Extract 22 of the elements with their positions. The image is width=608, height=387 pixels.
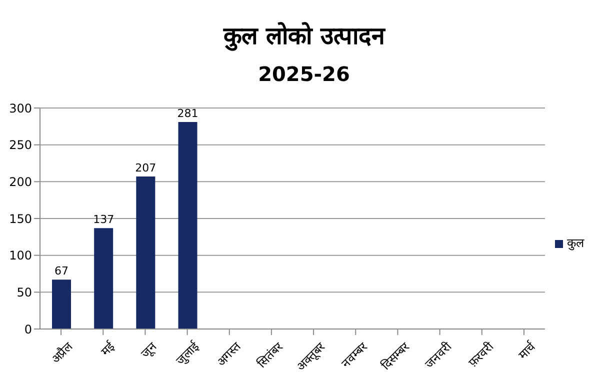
y-tick-label: 200 (9, 174, 32, 189)
x-tick-label: मार्च (516, 338, 540, 362)
legend-label: कुल (567, 236, 584, 250)
bar (52, 280, 71, 329)
chart-title: कुल लोको उत्पादन (222, 21, 387, 51)
bar (178, 122, 198, 329)
y-tick-label: 300 (9, 101, 32, 116)
data-label: 67 (54, 264, 68, 278)
bar (94, 228, 114, 329)
data-label: 281 (177, 106, 198, 120)
y-tick-label: 250 (9, 138, 32, 152)
chart-subtitle: 2025-26 (257, 62, 351, 86)
data-label: 207 (135, 162, 156, 175)
y-tick-label: 0 (24, 322, 32, 336)
y-tick-label: 150 (9, 212, 32, 226)
x-tick-label: जून (138, 339, 160, 362)
bar (136, 176, 156, 329)
data-label: 137 (93, 213, 114, 226)
y-tick-label: 100 (9, 248, 32, 263)
x-tick-label: अप्रैल (48, 338, 76, 366)
x-tick-label: मई (98, 338, 118, 359)
y-tick-label: 50 (16, 285, 32, 300)
